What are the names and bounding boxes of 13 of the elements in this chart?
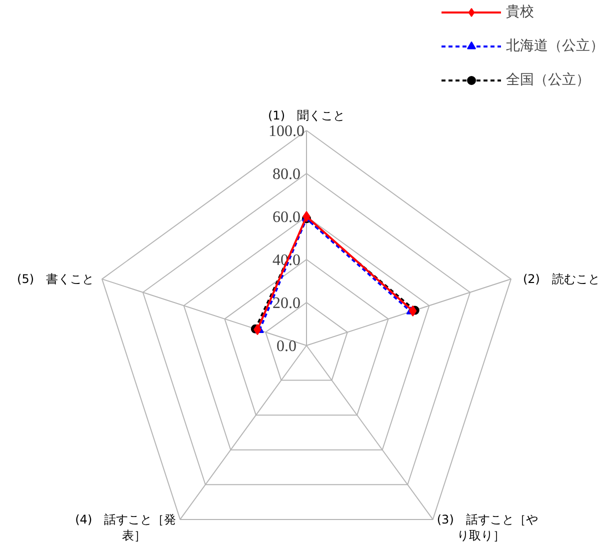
- y-tick-label: 60.0: [272, 209, 300, 226]
- spoke-label: (1) 聞くこと: [268, 108, 345, 122]
- legend-label: 全国（公立）: [506, 71, 590, 89]
- spoke-label: (2) 読むこと: [522, 272, 600, 286]
- y-tick-label: 0.0: [276, 338, 296, 355]
- spoke-label: (4) 話すこと［発表］: [75, 512, 176, 542]
- spoke-label: (5) 書くこと: [17, 272, 94, 286]
- legend-label: 貴校: [506, 3, 534, 21]
- spoke-label: (3) 話すこと［やり取り］: [436, 512, 538, 542]
- y-tick-label: 80.0: [272, 166, 300, 183]
- y-tick-label: 100.0: [268, 123, 304, 140]
- y-tick-label: 20.0: [272, 295, 300, 312]
- legend-label: 北海道（公立）: [506, 37, 604, 55]
